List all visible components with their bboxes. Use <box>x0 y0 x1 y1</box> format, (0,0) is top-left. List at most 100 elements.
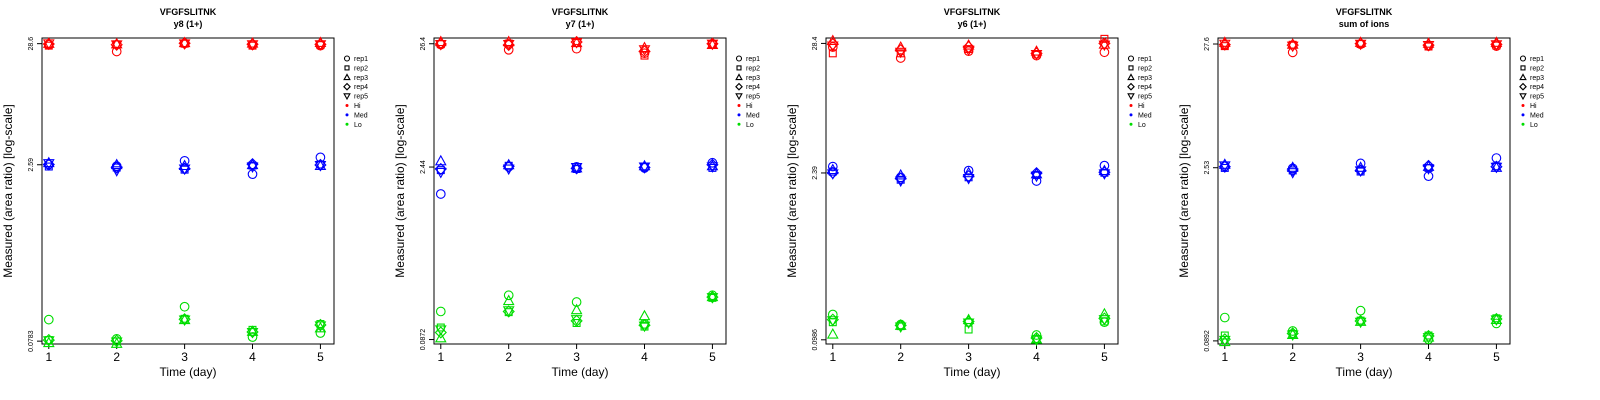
data-point-rep5-lo <box>1354 317 1367 329</box>
legend-label-hi: Hi <box>1138 103 1145 110</box>
data-point-rep5-hi <box>638 45 651 56</box>
y-axis-label: Measured (area ratio) [log-scale] <box>393 104 407 277</box>
data-point-rep4-med <box>110 161 123 174</box>
data-point-rep5-med <box>42 159 55 170</box>
data-point-rep5-hi <box>246 40 259 51</box>
y-tick-label: 28.4 <box>812 37 819 51</box>
data-point-rep5-lo <box>1218 335 1231 347</box>
data-point-rep5-hi <box>1286 41 1299 53</box>
data-point-rep1-lo <box>43 314 54 325</box>
data-point-rep4-hi <box>638 45 651 58</box>
data-point-rep3-lo <box>570 303 583 315</box>
data-point-rep2-lo <box>436 323 445 332</box>
data-point-rep3-hi <box>1286 38 1299 49</box>
data-point-rep2-hi <box>316 41 325 50</box>
data-point-rep5-hi <box>1098 40 1111 52</box>
x-tick-label: 4 <box>641 350 648 364</box>
legend-label-rep4: rep4 <box>746 84 760 91</box>
data-point-rep5-med <box>178 164 191 176</box>
data-point-rep3-med <box>502 158 515 170</box>
data-point-rep5-med <box>826 169 839 180</box>
x-tick-label: 1 <box>45 350 52 364</box>
data-point-rep5-med <box>638 162 651 174</box>
legend-marker-rep2 <box>344 65 350 71</box>
y-tick-label: 2.44 <box>420 160 427 174</box>
data-point-rep4-lo <box>434 326 447 339</box>
y-tick-label: 26.4 <box>420 37 427 51</box>
data-point-rep5-med <box>110 166 123 177</box>
data-point-rep3-med <box>246 158 259 170</box>
data-point-rep5-hi <box>178 39 191 50</box>
data-point-rep3-hi <box>42 37 55 48</box>
data-point-rep5-med <box>706 162 719 173</box>
x-tick-label: 3 <box>181 350 188 364</box>
x-tick-label: 1 <box>1221 350 1228 364</box>
data-point-rep3-hi <box>178 36 191 48</box>
legend-label-rep5: rep5 <box>1138 94 1152 101</box>
chart-title: VFGFSLITNK <box>1336 7 1393 17</box>
legend-label-hi: Hi <box>354 103 361 110</box>
legend-marker-rep1 <box>735 55 743 62</box>
chart-title: VFGFSLITNK <box>944 7 1001 17</box>
legend-marker-lo <box>1521 122 1525 126</box>
legend-label-rep2: rep2 <box>746 65 760 72</box>
legend-label-rep1: rep1 <box>746 56 760 63</box>
data-point-rep4-med <box>1030 167 1043 180</box>
data-point-rep5-lo <box>1030 335 1043 347</box>
legend-label-med: Med <box>1530 112 1544 119</box>
data-point-rep2-hi <box>1100 34 1109 43</box>
x-tick-label: 4 <box>249 350 256 364</box>
data-point-rep3-lo <box>434 331 447 343</box>
data-point-rep5-lo <box>434 325 447 336</box>
data-point-rep5-med <box>1218 161 1231 172</box>
data-point-rep3-hi <box>502 35 515 47</box>
data-point-rep5-hi <box>706 39 719 51</box>
x-tick-label: 2 <box>113 350 120 364</box>
data-point-rep5-lo <box>1422 333 1435 344</box>
data-point-rep5-lo <box>1490 315 1503 326</box>
x-tick-label: 3 <box>573 350 580 364</box>
data-point-rep1-hi <box>1287 47 1298 58</box>
legend-label-med: Med <box>354 112 368 119</box>
y-tick-label: 2.39 <box>812 166 819 180</box>
x-tick-label: 2 <box>897 350 904 364</box>
data-point-rep5-lo <box>894 322 907 334</box>
data-point-rep2-hi <box>640 51 649 60</box>
legend-marker-hi <box>1129 104 1133 107</box>
data-point-rep1-med <box>1031 176 1042 186</box>
data-point-rep2-lo <box>1220 331 1229 340</box>
legend-label-rep2: rep2 <box>354 65 368 72</box>
data-point-rep1-lo <box>179 301 190 312</box>
legend-marker-rep4 <box>343 82 351 91</box>
legend-marker-hi <box>1521 104 1525 107</box>
x-tick-label: 4 <box>1425 350 1432 364</box>
data-point-rep5-med <box>570 162 583 174</box>
legend-label-lo: Lo <box>746 122 754 129</box>
legend-marker-rep2 <box>1520 65 1526 71</box>
legend-marker-rep4 <box>1127 82 1135 91</box>
x-axis-label: Time (day) <box>1336 365 1393 379</box>
data-point-rep1-med <box>827 161 838 172</box>
chart-panel-1: VFGFSLITNK y8 (1+) 1 2 3 4 5 Time (day) 0.0783 2.… <box>1 7 368 379</box>
data-point-rep1-lo <box>315 328 326 338</box>
data-point-rep5-hi <box>1490 40 1503 51</box>
data-point-rep5-hi <box>314 40 327 51</box>
data-point-rep5-hi <box>1354 39 1367 51</box>
data-point-rep5-hi <box>434 40 447 51</box>
legend-label-rep2: rep2 <box>1138 65 1152 72</box>
data-point-rep4-med <box>502 160 515 173</box>
legend-marker-lo <box>737 122 741 126</box>
data-point-rep3-med <box>1422 160 1435 171</box>
chart-subtitle: y7 (1+) <box>566 19 595 29</box>
data-point-rep4-med <box>246 158 259 171</box>
data-point-rep1-lo <box>503 290 514 301</box>
legend-marker-rep4 <box>1519 82 1527 91</box>
x-tick-label: 5 <box>317 350 324 364</box>
data-point-rep5-med <box>434 167 447 179</box>
legend-label-rep3: rep3 <box>1138 75 1152 82</box>
x-tick-label: 1 <box>437 350 444 364</box>
x-axis-label: Time (day) <box>552 365 609 379</box>
y-tick-label: 0.0783 <box>28 330 35 352</box>
y-tick-label: 28.6 <box>28 37 35 51</box>
plot-frame <box>41 37 335 345</box>
